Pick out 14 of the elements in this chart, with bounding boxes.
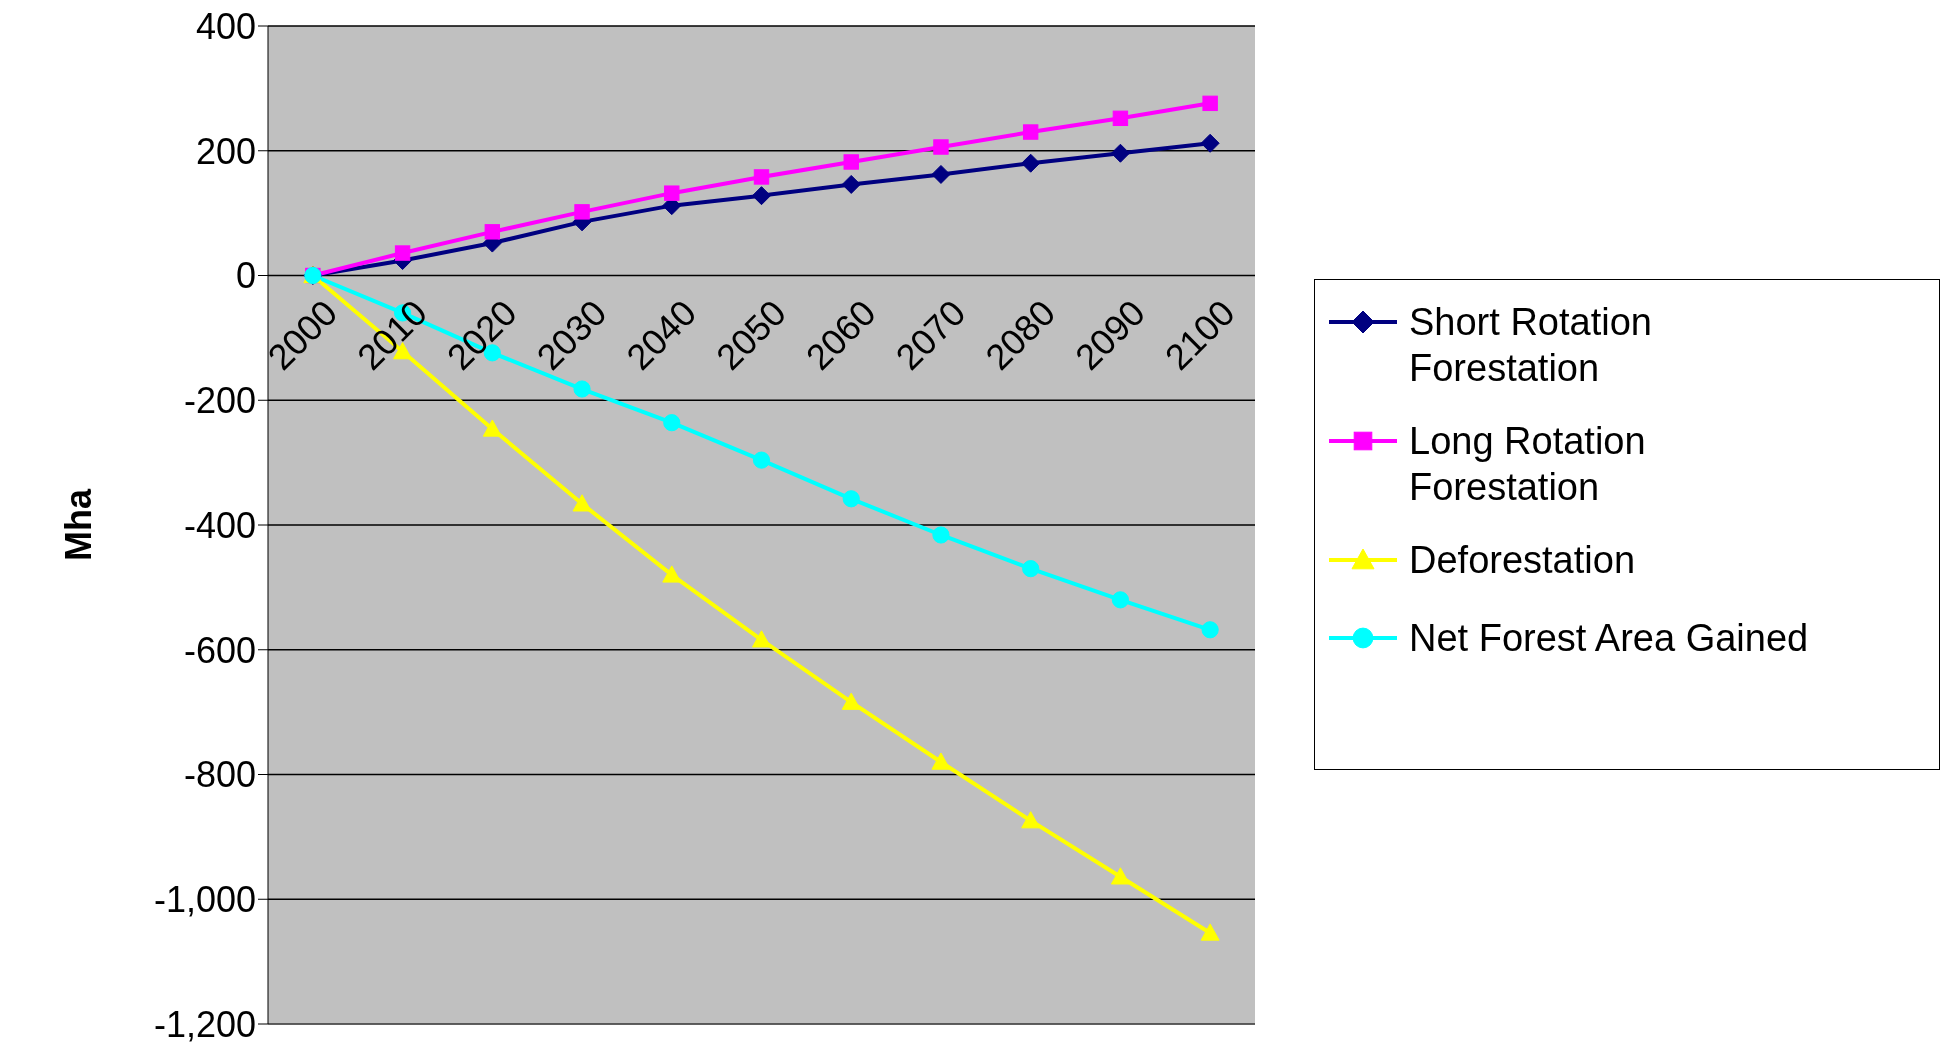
y-axis-title: Mha: [57, 488, 99, 561]
y-tick-label: -1,000: [153, 879, 256, 921]
y-tick-label: -1,200: [153, 1003, 256, 1045]
y-tick-label: -200: [183, 380, 256, 422]
y-tick-label: 200: [195, 130, 256, 172]
y-tick-label: 0: [235, 255, 256, 297]
legend-label: Deforestation: [1409, 538, 1636, 583]
y-tick-label: -400: [183, 504, 256, 546]
y-tick-label: 400: [195, 5, 256, 47]
y-tick-label: -800: [183, 754, 256, 796]
y-tick-label: -600: [183, 629, 256, 671]
legend-label: Short Rotation Forestation: [1409, 300, 1653, 391]
legend-label: Long Rotation Forestation: [1409, 419, 1647, 510]
legend-label: Net Forest Area Gained: [1409, 616, 1809, 661]
